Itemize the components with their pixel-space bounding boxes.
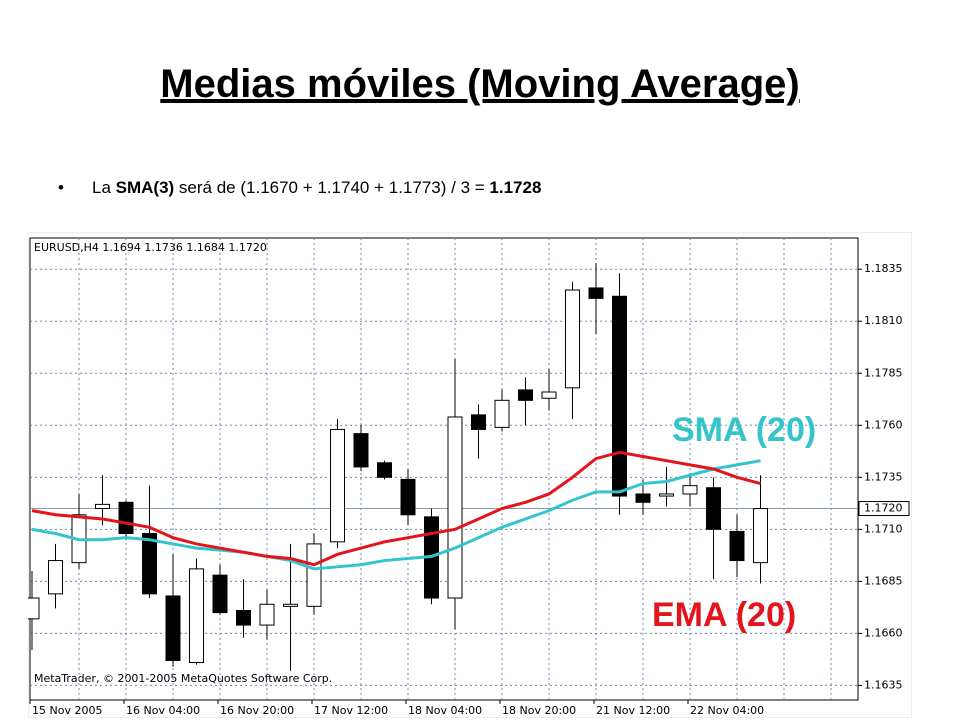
current-price-box: [858, 501, 910, 517]
candle-body: [471, 414, 486, 430]
y-tick-label: 1.1660: [864, 626, 903, 639]
candle-body: [588, 287, 604, 299]
y-tick-label: 1.1760: [864, 418, 903, 431]
candle-body: [729, 530, 745, 562]
candle-body: [659, 493, 674, 497]
bullet-segment: 1.1728: [489, 178, 542, 197]
x-tick-label: 18 Nov 20:00: [502, 704, 576, 717]
candle-body: [612, 295, 627, 497]
bullet-segment: será de (1.1670 + 1.1740 + 1.1773) / 3 =: [174, 178, 490, 197]
candle-body: [118, 501, 134, 535]
candle-body: [353, 433, 369, 468]
x-tick-label: 18 Nov 04:00: [408, 704, 482, 717]
candle-body: [95, 503, 110, 510]
y-tick-label: 1.1810: [864, 314, 903, 327]
candle-body: [165, 595, 181, 661]
current-price-label: 1.1720: [864, 502, 903, 515]
candle-body: [330, 428, 345, 543]
candle-body: [447, 416, 463, 599]
ma-line: [31, 450, 761, 567]
chart-header: EURUSD,H4 1.1694 1.1736 1.1684 1.1720: [34, 241, 267, 254]
candle-body: [518, 389, 533, 401]
bullet-dot: •: [58, 178, 64, 197]
y-tick-label: 1.1785: [864, 366, 903, 379]
candle-body: [565, 289, 580, 389]
candle-body: [306, 543, 322, 607]
y-tick-label: 1.1635: [864, 678, 903, 691]
y-tick-label: 1.1835: [864, 262, 903, 275]
x-tick-label: 22 Nov 04:00: [690, 704, 764, 717]
x-tick-label: 15 Nov 2005: [32, 704, 102, 717]
y-tick-label: 1.1685: [864, 574, 903, 587]
x-tick-label: 21 Nov 12:00: [596, 704, 670, 717]
bullet-segment: La: [92, 178, 116, 197]
candle-body: [212, 574, 228, 614]
candle-body: [236, 610, 251, 626]
candle-body: [377, 462, 392, 478]
candle-body: [259, 603, 275, 626]
candle-body: [753, 508, 768, 564]
candle-body: [48, 560, 63, 595]
bullet-segment: SMA(3): [115, 178, 175, 197]
x-tick-label: 16 Nov 04:00: [126, 704, 200, 717]
x-tick-label: 17 Nov 12:00: [314, 704, 388, 717]
y-tick-label: 1.1735: [864, 470, 903, 483]
candle-body: [541, 391, 557, 399]
candle-body: [635, 493, 651, 503]
candle-body: [706, 487, 721, 530]
candle-body: [189, 568, 204, 664]
candle-body: [28, 597, 40, 620]
chart-footer: MetaTrader, © 2001-2005 MetaQuotes Softw…: [34, 672, 332, 685]
x-tick-label: 16 Nov 20:00: [220, 704, 294, 717]
candle-body: [400, 478, 416, 516]
candle-body: [494, 399, 510, 428]
ma-annotation: EMA (20): [652, 596, 796, 634]
ma-line: [31, 459, 761, 571]
ma-annotation: SMA (20): [672, 411, 816, 449]
chart: EURUSD,H4 1.1694 1.1736 1.1684 1.1720 Me…: [28, 232, 912, 718]
candle-body: [682, 485, 698, 495]
bullet-text: La SMA(3) será de (1.1670 + 1.1740 + 1.1…: [92, 178, 541, 198]
candle-body: [142, 533, 157, 595]
candle-body: [283, 603, 298, 607]
slide-title: Medias móviles (Moving Average): [160, 62, 800, 106]
y-tick-label: 1.1710: [864, 522, 903, 535]
